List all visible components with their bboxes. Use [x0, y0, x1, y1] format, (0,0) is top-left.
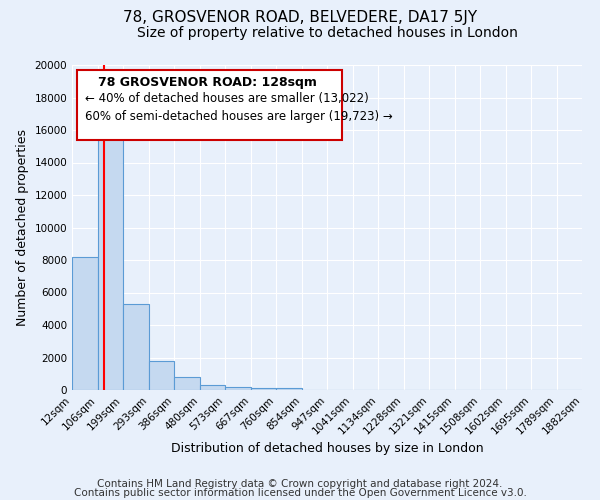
- Y-axis label: Number of detached properties: Number of detached properties: [16, 129, 29, 326]
- Bar: [149, 361, 174, 390]
- Bar: [225, 387, 251, 390]
- FancyBboxPatch shape: [77, 70, 342, 140]
- Text: 78 GROSVENOR ROAD: 128sqm: 78 GROSVENOR ROAD: 128sqm: [98, 76, 317, 88]
- Text: ← 40% of detached houses are smaller (13,022): ← 40% of detached houses are smaller (13…: [85, 92, 368, 104]
- Bar: [200, 385, 225, 390]
- Text: 60% of semi-detached houses are larger (19,723) →: 60% of semi-detached houses are larger (…: [85, 110, 392, 123]
- Bar: [98, 120, 123, 390]
- Bar: [123, 304, 149, 390]
- Text: Contains public sector information licensed under the Open Government Licence v3: Contains public sector information licen…: [74, 488, 526, 498]
- Bar: [72, 257, 98, 390]
- Text: 78, GROSVENOR ROAD, BELVEDERE, DA17 5JY: 78, GROSVENOR ROAD, BELVEDERE, DA17 5JY: [123, 10, 477, 25]
- Bar: [174, 377, 200, 390]
- Title: Size of property relative to detached houses in London: Size of property relative to detached ho…: [137, 26, 517, 40]
- Bar: [251, 388, 276, 390]
- Text: Contains HM Land Registry data © Crown copyright and database right 2024.: Contains HM Land Registry data © Crown c…: [97, 479, 503, 489]
- Bar: [276, 388, 302, 390]
- X-axis label: Distribution of detached houses by size in London: Distribution of detached houses by size …: [170, 442, 484, 455]
